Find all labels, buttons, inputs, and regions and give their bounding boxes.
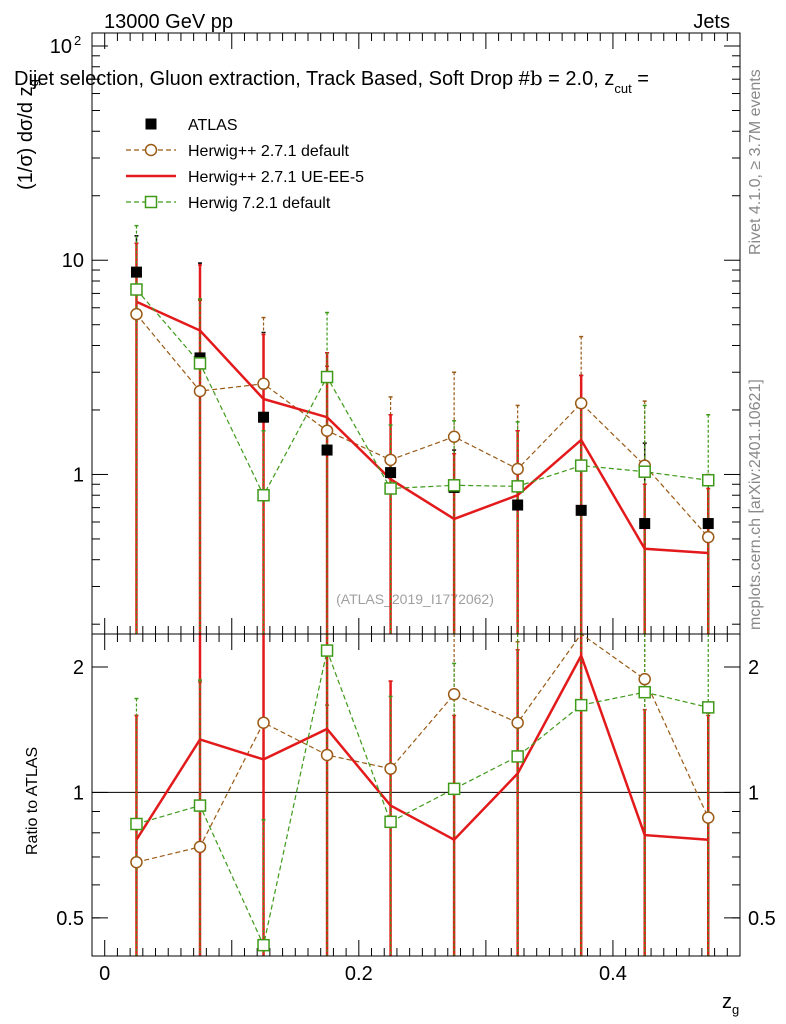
ratio-ytick-label: 0.5 (56, 908, 84, 930)
x-tick-label: 0 (99, 963, 110, 985)
main-marker (384, 482, 397, 495)
ratio-ytick-label: 1 (73, 782, 84, 804)
legend-marker (144, 143, 158, 157)
ratio-ytick-label-right: 2 (748, 657, 759, 679)
ratio-marker (130, 817, 143, 831)
ratio-marker (384, 762, 397, 775)
legend-label: Herwig++ 2.7.1 default (188, 143, 350, 160)
main-ytick-label: 1 (73, 464, 84, 486)
x-tick-label: 0.4 (599, 963, 627, 985)
main-marker (130, 266, 142, 278)
mcplots-label: mcplots.cern.ch [arXiv:2401.10621] (747, 379, 764, 630)
header-right: Jets (693, 11, 730, 33)
ratio-ytick-label: 2 (73, 657, 84, 679)
rivet-version-label: Rivet 4.1.0, ≥ 3.7M events (747, 69, 764, 255)
x-tick-label: 0.2 (345, 963, 373, 985)
main-marker (257, 488, 270, 502)
ratio-marker (257, 716, 270, 729)
main-marker (193, 384, 207, 398)
main-ytick-label: 10 (50, 36, 72, 58)
main-marker (257, 377, 270, 391)
ratio-series-line (136, 648, 709, 948)
main-marker (193, 357, 207, 370)
ratio-ytick-label-right: 0.5 (748, 908, 776, 930)
legend-label: Herwig 7.2.1 default (188, 195, 331, 212)
ratio-marker (384, 815, 397, 829)
ratio-marker (447, 688, 461, 701)
ratio-ylabel: Ratio to ATLAS (24, 747, 41, 855)
main-marker (512, 499, 524, 511)
main-marker (385, 467, 397, 479)
ratio-marker (574, 698, 588, 712)
main-marker (701, 530, 715, 544)
main-marker (130, 307, 143, 321)
ratio-marker (638, 672, 651, 686)
main-series-line (136, 313, 709, 538)
plot-title: Dijet selection, Gluon extraction, Track… (14, 66, 649, 96)
main-ylabel: (1/σ) dσ/d zg (15, 79, 41, 190)
ratio-panel: 0.5 0.5 1 1 2 2 0 0.2 0.4 (56, 633, 776, 985)
legend-label: ATLAS (188, 117, 238, 134)
ratio-ytick-label-right: 1 (748, 782, 759, 804)
ratio-series-line (136, 633, 709, 863)
main-series-line (136, 289, 709, 497)
main-marker (511, 480, 524, 493)
main-marker (702, 518, 714, 530)
legend-label: Herwig++ 2.7.1 UE-EE-5 (188, 169, 364, 186)
main-marker (258, 411, 270, 423)
main-marker (320, 370, 334, 384)
x-axis-label: zg (722, 991, 739, 1017)
main-marker (447, 430, 461, 443)
ratio-marker (130, 855, 143, 869)
main-marker (574, 396, 588, 410)
ratio-marker (638, 685, 651, 699)
ratio-marker (701, 811, 715, 824)
header-left: 13000 GeV pp (104, 11, 233, 33)
ratio-marker (511, 750, 524, 763)
ratio-frame (91, 633, 741, 957)
ratio-series-line (135, 652, 709, 842)
main-marker (639, 518, 651, 530)
analysis-watermark: (ATLAS_2019_I1772062) (336, 591, 494, 607)
main-ytick-label: 10 (62, 250, 84, 272)
main-marker (447, 479, 461, 492)
main-marker (320, 424, 334, 437)
legend-marker (144, 195, 158, 209)
legend-marker (145, 118, 157, 130)
main-marker (321, 444, 333, 456)
ratio-marker (193, 840, 207, 854)
main-marker (384, 453, 397, 467)
ratio-marker (257, 938, 270, 952)
ratio-marker (701, 701, 715, 714)
main-ytick-label-exp: 2 (74, 33, 81, 48)
main-marker (511, 462, 524, 476)
ratio-marker (320, 748, 334, 762)
main-marker (575, 504, 587, 516)
main-series-line (135, 300, 709, 555)
legend: ATLAS Herwig++ 2.7.1 default Herwig++ 2.7.… (126, 117, 364, 212)
ratio-marker (511, 716, 524, 729)
main-marker (701, 473, 715, 487)
main-marker (574, 459, 588, 472)
ratio-marker (320, 644, 334, 657)
ratio-marker (447, 782, 461, 796)
ratio-marker (193, 799, 207, 812)
main-marker (130, 283, 143, 296)
main-marker (638, 465, 651, 478)
